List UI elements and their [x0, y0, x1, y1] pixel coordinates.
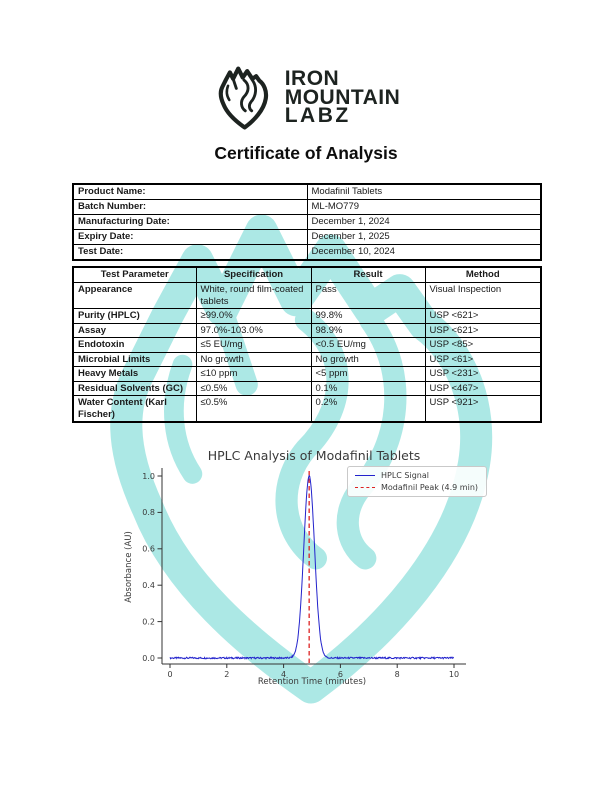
field-value: December 10, 2024 [306, 244, 542, 261]
field-value: December 1, 2025 [306, 229, 542, 245]
method-cell: USP <621> [424, 308, 542, 324]
product-info-table: Product Name: Modafinil Tablets Batch Numb… [72, 183, 542, 261]
mountain-shield-logo-icon [212, 58, 276, 138]
test-result-row: Residual Solvents (GC) ≤0.5% 0.1% USP <467> [72, 380, 542, 396]
legend-item-hplc-signal: HPLC Signal [355, 471, 479, 480]
page-title: Certificate of Analysis [214, 143, 398, 163]
test-result-row: Water Content (Karl Fischer) ≤0.5% 0.2% USP… [72, 395, 542, 423]
column-header: Method [424, 266, 542, 283]
column-header: Specification [195, 266, 312, 283]
x-tick-label: 8 [395, 670, 400, 679]
spec-cell: ≥99.0% [195, 308, 312, 324]
param-cell: Endotoxin [72, 337, 197, 353]
chart-title: HPLC Analysis of Modafinil Tablets [208, 448, 421, 463]
test-result-row: Appearance White, round film-coated table… [72, 282, 542, 309]
field-value: December 1, 2024 [306, 214, 542, 230]
legend-label: HPLC Signal [381, 471, 429, 480]
param-cell: Appearance [72, 282, 197, 309]
legend-line-sample-dashed [355, 487, 375, 488]
spec-cell: No growth [195, 351, 312, 367]
result-cell: 99.8% [310, 308, 426, 324]
result-cell: <5 ppm [310, 366, 426, 382]
result-cell: 0.2% [310, 395, 426, 423]
x-tick-label: 0 [167, 670, 172, 679]
test-result-row: Microbial Limits No growth No growth USP <6… [72, 351, 542, 367]
method-cell: USP <621> [424, 322, 542, 338]
field-value: ML-MO779 [306, 199, 542, 215]
test-result-row: Heavy Metals ≤10 ppm <5 ppm USP <231> [72, 366, 542, 382]
param-cell: Purity (HPLC) [72, 308, 197, 324]
legend-line-sample-solid [355, 475, 375, 476]
param-cell: Microbial Limits [72, 351, 197, 367]
y-tick-label: 0.8 [142, 508, 155, 517]
legend-item-modafinil-peak: Modafinil Peak (4.9 min) [355, 483, 479, 492]
product-info-row: Batch Number: ML-MO779 [72, 199, 542, 215]
hplc-chart-plot: HPLC Analysis of Modafinil Tablets Retent… [124, 448, 466, 687]
column-header: Test Parameter [72, 266, 197, 283]
test-result-row: Purity (HPLC) ≥99.0% 99.8% USP <621> [72, 308, 542, 324]
method-cell: USP <921> [424, 395, 542, 423]
x-tick-label: 4 [281, 670, 286, 679]
hplc-chart: HPLC Analysis of Modafinil Tablets Retent… [118, 443, 498, 695]
product-info-row: Test Date: December 10, 2024 [72, 244, 542, 261]
spec-cell: ≤0.5% [195, 380, 312, 396]
field-label: Test Date: [72, 244, 308, 261]
product-info-row: Manufacturing Date: December 1, 2024 [72, 214, 542, 230]
y-axis-label: Absorbance (AU) [124, 531, 134, 603]
result-cell: No growth [310, 351, 426, 367]
legend-label: Modafinil Peak (4.9 min) [381, 483, 479, 492]
spec-cell: White, round film-coated tablets [195, 282, 312, 309]
result-cell: Pass [310, 282, 426, 309]
y-tick-label: 1.0 [142, 472, 155, 481]
field-label: Expiry Date: [72, 229, 308, 245]
field-value: Modafinil Tablets [306, 183, 542, 200]
param-cell: Heavy Metals [72, 366, 197, 382]
spec-cell: 97.0%-103.0% [195, 322, 312, 338]
y-tick-label: 0.6 [142, 545, 155, 554]
result-cell: 98.9% [310, 322, 426, 338]
product-info-row: Expiry Date: December 1, 2025 [72, 229, 542, 245]
brand-word-mountain: MOUNTAIN [284, 85, 401, 109]
method-cell: USP <467> [424, 380, 542, 396]
x-tick-label: 10 [449, 670, 459, 679]
test-result-row: Assay 97.0%-103.0% 98.9% USP <621> [72, 322, 542, 338]
param-cell: Residual Solvents (GC) [72, 380, 197, 396]
test-result-row: Endotoxin ≤5 EU/mg <0.5 EU/mg USP <85> [72, 337, 542, 353]
method-cell: USP <61> [424, 351, 542, 367]
product-info-row: Product Name: Modafinil Tablets [72, 183, 542, 200]
y-tick-label: 0.2 [142, 617, 155, 626]
method-cell: USP <85> [424, 337, 542, 353]
spec-cell: ≤0.5% [195, 395, 312, 423]
x-axis-label: Retention Time (minutes) [258, 677, 366, 687]
x-tick-label: 6 [338, 670, 343, 679]
spec-cell: ≤5 EU/mg [195, 337, 312, 353]
method-cell: USP <231> [424, 366, 542, 382]
brand-header: IRON MOUNTAIN LABZ [0, 58, 612, 138]
param-cell: Water Content (Karl Fischer) [72, 395, 197, 423]
hplc-signal-line [169, 474, 455, 661]
spec-cell: ≤10 ppm [195, 366, 312, 382]
y-tick-label: 0.0 [142, 654, 155, 663]
result-cell: 0.1% [310, 380, 426, 396]
field-label: Product Name: [72, 183, 308, 200]
brand-wordmark: IRON MOUNTAIN LABZ [284, 67, 401, 128]
param-cell: Assay [72, 322, 197, 338]
result-cell: <0.5 EU/mg [310, 337, 426, 353]
x-tick-label: 2 [224, 670, 229, 679]
field-label: Batch Number: [72, 199, 308, 215]
brand-word-iron: IRON [284, 67, 340, 91]
column-header: Result [310, 266, 426, 283]
brand-word-labz: LABZ [284, 104, 351, 128]
method-cell: Visual Inspection [424, 282, 542, 309]
test-results-table: Test Parameter Specification Result Method … [72, 266, 542, 423]
field-label: Manufacturing Date: [72, 214, 308, 230]
chart-legend: HPLC Signal Modafinil Peak (4.9 min) [347, 466, 487, 497]
y-tick-label: 0.4 [142, 581, 155, 590]
